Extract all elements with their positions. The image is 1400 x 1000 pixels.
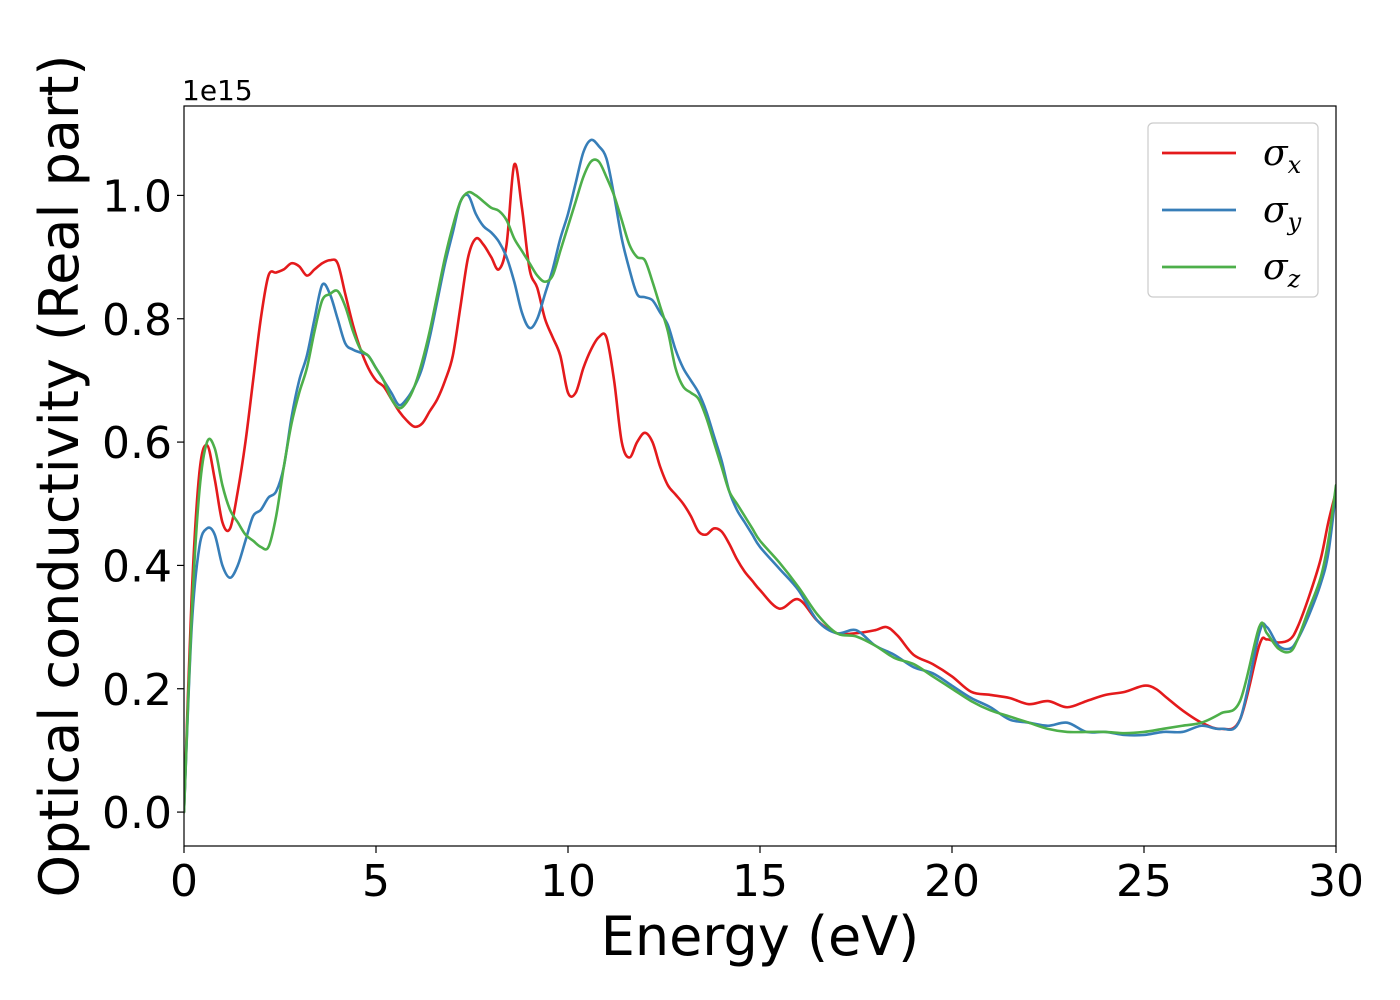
y-axis-title: Optical conductivity (Real part) (28, 55, 91, 898)
x-axis-title: Energy (eV) (601, 905, 920, 968)
y-tick-label: 0.2 (102, 665, 172, 716)
x-axis: 0 5 10 15 20 25 30 (170, 846, 1364, 907)
y-axis: 0.0 0.2 0.4 0.6 0.8 1.0 (102, 171, 184, 839)
x-tick-label: 15 (732, 856, 788, 907)
series-line-y (184, 138, 1336, 814)
y-tick-label: 1.0 (102, 171, 172, 222)
x-tick-label: 10 (540, 856, 596, 907)
y-tick-label: 0.8 (102, 295, 172, 346)
series-line-x (184, 162, 1336, 814)
legend-label-y: σy (1263, 190, 1302, 236)
x-tick-label: 30 (1308, 856, 1364, 907)
y-tick-label: 0.0 (102, 788, 172, 839)
y-tick-label: 0.6 (102, 418, 172, 469)
x-tick-label: 25 (1116, 856, 1172, 907)
legend-label-z: σz (1263, 247, 1301, 293)
x-tick-label: 0 (170, 856, 198, 907)
y-offset-label: 1e15 (182, 74, 253, 107)
y-tick-label: 0.4 (102, 541, 172, 592)
x-tick-label: 20 (924, 856, 980, 907)
legend: σx σy σz (1147, 122, 1319, 298)
series-line-z (184, 158, 1336, 814)
x-tick-label: 5 (362, 856, 390, 907)
plot-area (184, 106, 1336, 846)
series-layer (184, 138, 1336, 814)
legend-label-x: σx (1263, 133, 1302, 179)
